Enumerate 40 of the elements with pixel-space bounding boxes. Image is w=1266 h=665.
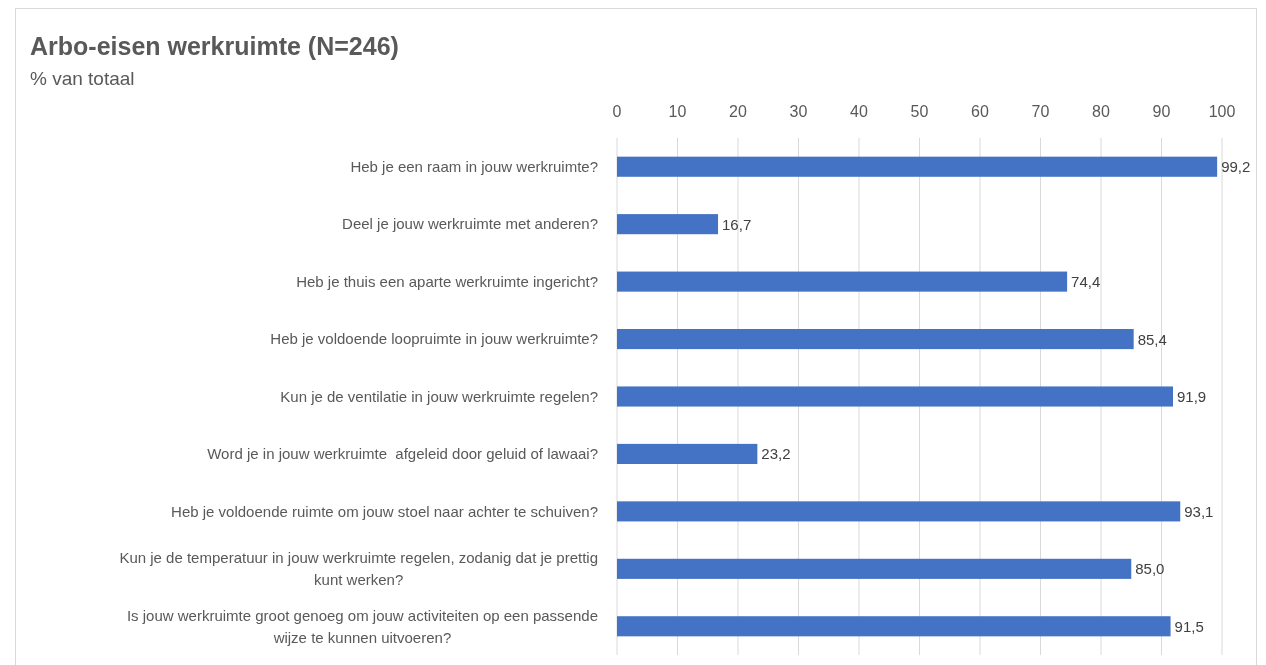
data-label: 85,4: [1137, 330, 1167, 348]
data-label: 93,1: [1184, 502, 1214, 520]
bar: [617, 558, 1132, 579]
data-label: 85,0: [1135, 560, 1165, 578]
bar: [617, 501, 1181, 522]
y-tick-label: Kun je de temperatuur in jouw werkruimte regelen, zodanig dat je prettig kunt werken?: [119, 549, 598, 589]
x-tick-label: 20: [729, 103, 747, 120]
y-tick-label: Heb je voldoende loopruimte in jouw werkruimte?: [270, 330, 598, 348]
y-tick-label: Heb je voldoende ruimte om jouw stoel naar achter te schuiven?: [171, 502, 599, 520]
x-tick-label: 0: [612, 103, 622, 120]
bar: [617, 156, 1218, 177]
text: % van totaal: [30, 68, 135, 89]
x-tick-label: 80: [1092, 103, 1110, 120]
text: Arbo-eisen werkruimte (N=246): [30, 32, 399, 60]
data-label: 91,5: [1174, 617, 1204, 635]
bar: [617, 271, 1068, 292]
y-tick-label: Kun je de ventilatie in jouw werkruimte regelen?: [280, 387, 599, 405]
x-tick-label: 40: [850, 103, 868, 120]
x-tick-label: 30: [789, 103, 808, 120]
x-tick-label: 60: [971, 103, 989, 120]
bar: [617, 214, 719, 235]
y-tick-label: Word je in jouw werkruimte afgeleid door geluid of lawaai?: [207, 445, 598, 463]
bar: [617, 443, 758, 464]
y-tick-label: Heb je een raam in jouw werkruimte?: [350, 157, 599, 175]
x-tick-label: 10: [668, 103, 687, 120]
y-tick-label: Deel je jouw werkruimte met anderen?: [342, 215, 598, 233]
x-tick-label: 70: [1031, 103, 1050, 120]
data-label: 16,7: [722, 215, 752, 233]
data-label: 99,2: [1221, 158, 1251, 176]
bar: [617, 616, 1171, 637]
data-label: 91,9: [1176, 388, 1207, 405]
bar: [617, 386, 1173, 407]
bar: [617, 329, 1134, 350]
y-tick-label: Heb je thuis een aparte werkruimte ingericht?: [296, 272, 598, 290]
x-tick-label: 50: [910, 103, 929, 120]
x-tick-label: 100: [1208, 103, 1236, 120]
x-tick-label: 90: [1152, 103, 1171, 120]
y-tick-label: Is jouw werkruimte groot genoeg om jouw activiteiten op een passende wijze te kunnen uitvoeren?: [126, 606, 598, 646]
data-label: 74,4: [1071, 273, 1101, 291]
data-label: 23,2: [761, 445, 791, 463]
